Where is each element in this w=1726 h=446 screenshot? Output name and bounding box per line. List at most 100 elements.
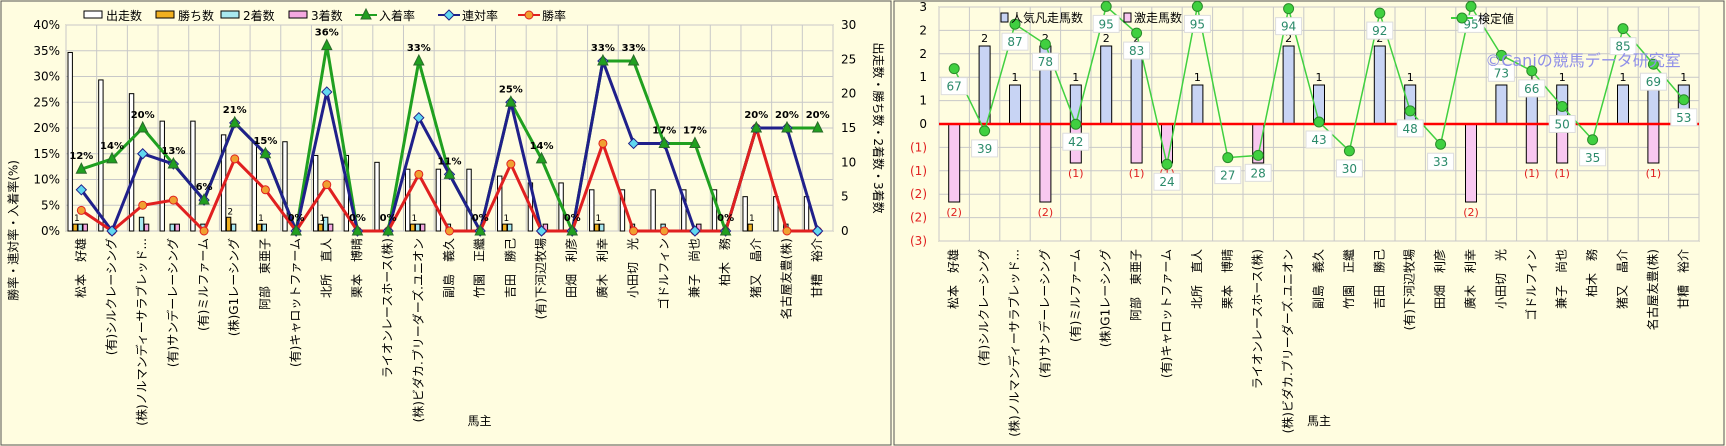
test-value-label: 73	[1494, 66, 1509, 80]
bar-3	[419, 223, 426, 232]
test-value-box	[1396, 119, 1424, 138]
triangle-marker	[750, 120, 763, 133]
test-value-marker	[948, 63, 960, 75]
percent-label: 17%	[683, 125, 707, 136]
test-value-label: 87	[1007, 35, 1022, 49]
y-tick-label: (2)	[910, 187, 927, 201]
category-label: 名古屋友豊(株)	[1645, 249, 1660, 330]
test-value-label: 69	[1646, 75, 1661, 89]
category-label: 副島 義久	[441, 238, 456, 298]
category-label: (株)ビダカ.ブリーダーズ.ユニオン	[1280, 249, 1295, 433]
legend-label: 人気凡走馬数	[1011, 10, 1083, 25]
test-value-label: 85	[1615, 40, 1630, 54]
legend-swatch	[1000, 12, 1009, 23]
bar-1	[225, 216, 232, 232]
triangle-marker	[535, 151, 548, 164]
y-tick-label: (2)	[910, 211, 927, 225]
test-value-box	[1305, 130, 1333, 149]
diamond-marker	[75, 184, 88, 196]
legend-label: 勝率	[542, 8, 566, 23]
category-label: (有)サンデーレーシング	[165, 238, 180, 367]
category-label: ライオンレースホース(株)	[1250, 249, 1265, 389]
legend-swatch	[83, 10, 103, 19]
overrated-bar	[978, 45, 991, 125]
legend-swatch	[288, 10, 308, 19]
test-value-label: 53	[1676, 111, 1691, 125]
win-count-label: 1	[74, 214, 80, 224]
test-value-box	[1062, 132, 1090, 151]
legend-label: 3着数	[311, 8, 343, 23]
test-value-marker	[1343, 145, 1355, 157]
circle-marker	[414, 169, 424, 179]
circle-marker	[598, 138, 608, 148]
bar-0	[435, 168, 442, 232]
y2-tick-label: 0	[841, 224, 849, 238]
test-value-marker	[1465, 0, 1477, 12]
overrated-bar	[1191, 84, 1204, 125]
category-label: (有)シルクレーシング	[105, 238, 119, 355]
diamond-marker	[413, 111, 425, 124]
bar-2	[507, 223, 513, 232]
percent-label: 17%	[652, 125, 676, 136]
percent-label: 0%	[349, 213, 366, 224]
circle-marker	[506, 159, 516, 169]
bar-1	[747, 223, 753, 232]
bar-0	[128, 93, 135, 232]
overrated-bar	[1647, 84, 1660, 125]
triangle-marker	[259, 146, 272, 159]
overrated-bar	[1069, 84, 1082, 125]
test-value-box	[940, 77, 968, 96]
upset-label: (1)	[1646, 167, 1662, 180]
percent-label: 6%	[196, 182, 213, 193]
triangle-marker	[719, 223, 732, 236]
category-label: 兼子 尚也	[687, 238, 701, 298]
y-tick-label: 5%	[41, 198, 60, 212]
category-label: 柏木 務	[717, 238, 732, 286]
category-label: (有)キャロットファーム	[1160, 249, 1174, 378]
triangle-marker	[360, 7, 372, 20]
overrated-label: 1	[1012, 71, 1019, 84]
test-value-box	[1244, 163, 1272, 182]
category-label: 北所 直人	[1190, 249, 1204, 309]
triangle-marker	[597, 53, 609, 66]
circle-marker	[524, 10, 534, 20]
bar-1	[409, 223, 416, 232]
triangle-marker	[413, 53, 425, 66]
triangle-marker	[290, 223, 302, 236]
bar-0	[497, 175, 503, 232]
category-label: 廣木 利幸	[595, 238, 609, 298]
circle-marker	[445, 226, 454, 236]
y-tick-label: 20%	[33, 121, 60, 135]
test-value-label: 92	[1372, 24, 1387, 38]
test-value-marker	[1556, 100, 1568, 112]
bar-3	[82, 223, 88, 232]
bar-0	[742, 196, 748, 232]
chart-2-svg: (3)(2)(2)(1)(1)01122321212212121111111(2…	[893, 0, 1726, 446]
circle-marker	[260, 185, 270, 195]
category-label: 甘糟 裕介	[809, 238, 824, 298]
triangle-marker	[320, 38, 333, 51]
test-value-marker	[1313, 116, 1325, 128]
category-label: (有)下河辺牧場	[534, 238, 548, 319]
test-value-marker	[1435, 138, 1447, 150]
y-tick-label: 2	[919, 23, 927, 37]
percent-label: 11%	[438, 156, 462, 167]
diamond-marker	[535, 225, 548, 237]
bar-1	[256, 223, 262, 232]
test-value-label: 27	[1220, 169, 1235, 183]
triangle-marker	[136, 120, 149, 133]
bar-0	[159, 120, 165, 232]
test-value-box	[1031, 52, 1059, 71]
diamond-marker	[321, 86, 333, 98]
triangle-marker	[781, 120, 793, 133]
triangle-marker	[228, 115, 241, 128]
test-value-label: 24	[1159, 175, 1174, 189]
test-value-box	[1548, 114, 1576, 133]
category-label: (株)G1レーシング	[1098, 249, 1113, 347]
bar-1	[72, 223, 78, 232]
percent-label: 0%	[717, 213, 734, 224]
y-tick-label: (3)	[910, 234, 927, 248]
category-label: (株)ノルマンディーサラブレッド...	[134, 238, 149, 426]
bar-2	[414, 223, 421, 232]
legend-swatch	[1123, 12, 1132, 23]
